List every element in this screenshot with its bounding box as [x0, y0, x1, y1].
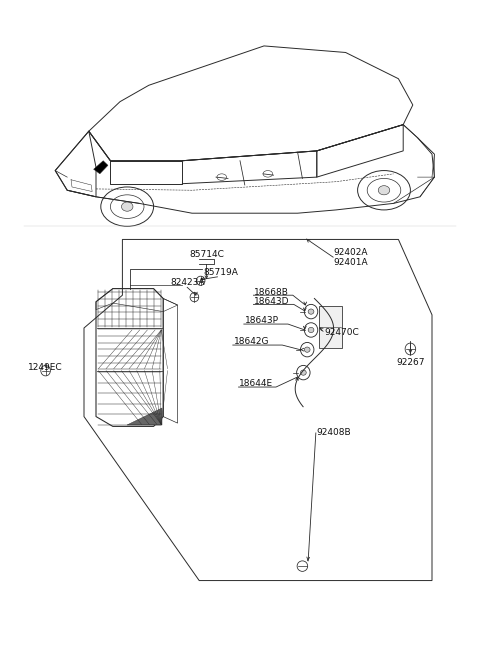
Ellipse shape [308, 309, 314, 314]
Text: 18643P: 18643P [245, 316, 279, 325]
Polygon shape [94, 161, 108, 174]
Ellipse shape [304, 347, 310, 352]
Ellipse shape [300, 370, 306, 375]
Text: 18643D: 18643D [254, 297, 290, 306]
Text: 92470C: 92470C [324, 328, 359, 337]
FancyBboxPatch shape [319, 306, 342, 348]
Text: 92267: 92267 [396, 358, 425, 367]
Ellipse shape [121, 202, 133, 211]
Text: 92401A: 92401A [334, 258, 368, 267]
Text: 85714C: 85714C [189, 250, 224, 259]
Text: 18644E: 18644E [239, 379, 273, 388]
Text: 82423A: 82423A [170, 278, 205, 287]
Text: 92408B: 92408B [317, 428, 351, 438]
Polygon shape [127, 408, 162, 425]
Text: 18642G: 18642G [234, 337, 270, 346]
Text: 85719A: 85719A [204, 268, 238, 277]
Text: 18668B: 18668B [254, 287, 289, 297]
Text: 1249EC: 1249EC [28, 363, 62, 372]
Text: 92402A: 92402A [334, 248, 368, 257]
Ellipse shape [308, 327, 314, 333]
Ellipse shape [378, 186, 390, 195]
